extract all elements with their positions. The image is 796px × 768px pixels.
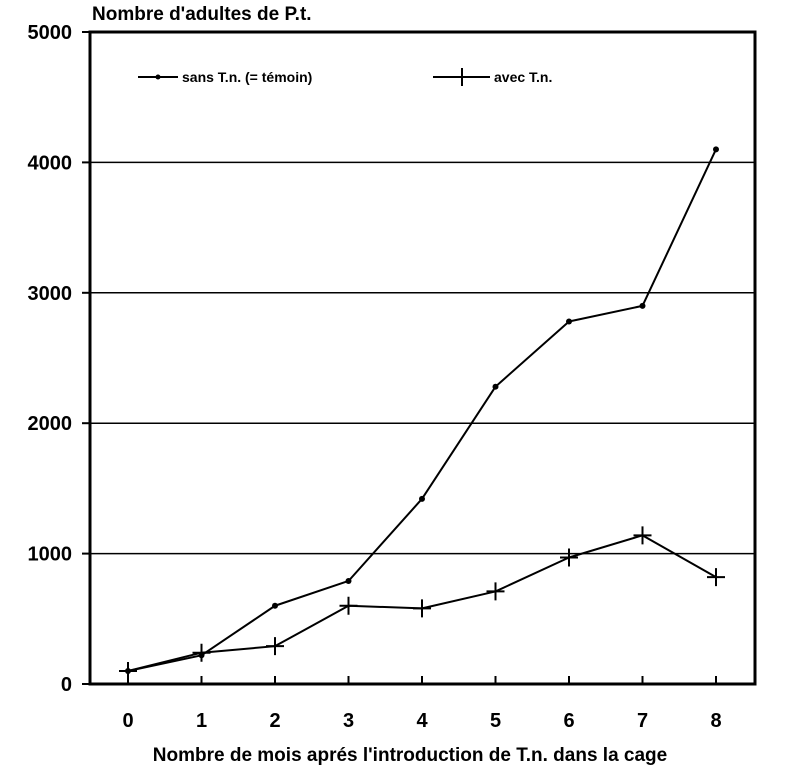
data-point-0-8 bbox=[713, 146, 719, 153]
data-point-1-1 bbox=[192, 643, 211, 662]
x-tick-label-2: 2 bbox=[269, 710, 280, 732]
y-tick-label-0: 0 bbox=[61, 674, 72, 696]
data-point-0-5 bbox=[492, 383, 499, 390]
data-point-0-2 bbox=[272, 602, 278, 609]
legend-label-avec: avec T.n. bbox=[494, 69, 552, 85]
legend-label-sans: sans T.n. (= témoin) bbox=[182, 69, 312, 85]
data-point-0-6 bbox=[566, 318, 572, 325]
data-point-0-7 bbox=[639, 302, 646, 309]
gridlines bbox=[90, 161, 755, 555]
x-tick-label-3: 3 bbox=[343, 710, 354, 732]
data-point-1-4 bbox=[413, 599, 431, 618]
y-tick-label-2000: 2000 bbox=[28, 413, 73, 435]
data-point-1-2 bbox=[266, 637, 284, 656]
legend-dot-marker bbox=[155, 74, 161, 80]
x-tick-label-8: 8 bbox=[710, 710, 721, 732]
data-point-0-3 bbox=[345, 577, 352, 584]
series-line-0 bbox=[127, 148, 717, 672]
legend: sans T.n. (= témoin) avec T.n. bbox=[138, 68, 552, 86]
data-point-1-6 bbox=[560, 548, 578, 567]
x-axis-ticks: 0 1 2 3 4 5 6 7 8 bbox=[122, 676, 722, 732]
x-tick-label-5: 5 bbox=[490, 710, 501, 732]
x-tick-label-0: 0 bbox=[122, 710, 133, 732]
data-point-1-8 bbox=[707, 568, 725, 587]
y-tick-label-1000: 1000 bbox=[28, 544, 73, 566]
data-point-1-7 bbox=[633, 526, 652, 545]
x-tick-label-7: 7 bbox=[637, 710, 648, 732]
y-tick-label-5000: 5000 bbox=[28, 22, 73, 44]
x-tick-label-1: 1 bbox=[196, 710, 207, 732]
plot-frame bbox=[88, 30, 757, 686]
y-axis-title: Nombre d'adultes de P.t. bbox=[92, 4, 312, 25]
x-axis-title: Nombre de mois aprés l'introduction de T… bbox=[153, 745, 667, 766]
y-axis-ticks: 0 1000 2000 3000 4000 5000 bbox=[28, 22, 90, 696]
data-point-1-3 bbox=[339, 596, 358, 615]
x-tick-label-4: 4 bbox=[416, 710, 428, 732]
y-tick-label-4000: 4000 bbox=[28, 152, 73, 174]
data-point-0-4 bbox=[419, 495, 425, 502]
y-tick-label-3000: 3000 bbox=[28, 283, 73, 305]
data-point-1-0 bbox=[119, 661, 137, 680]
data-point-1-5 bbox=[486, 582, 505, 601]
series-group bbox=[119, 146, 725, 680]
x-tick-label-6: 6 bbox=[563, 710, 574, 732]
